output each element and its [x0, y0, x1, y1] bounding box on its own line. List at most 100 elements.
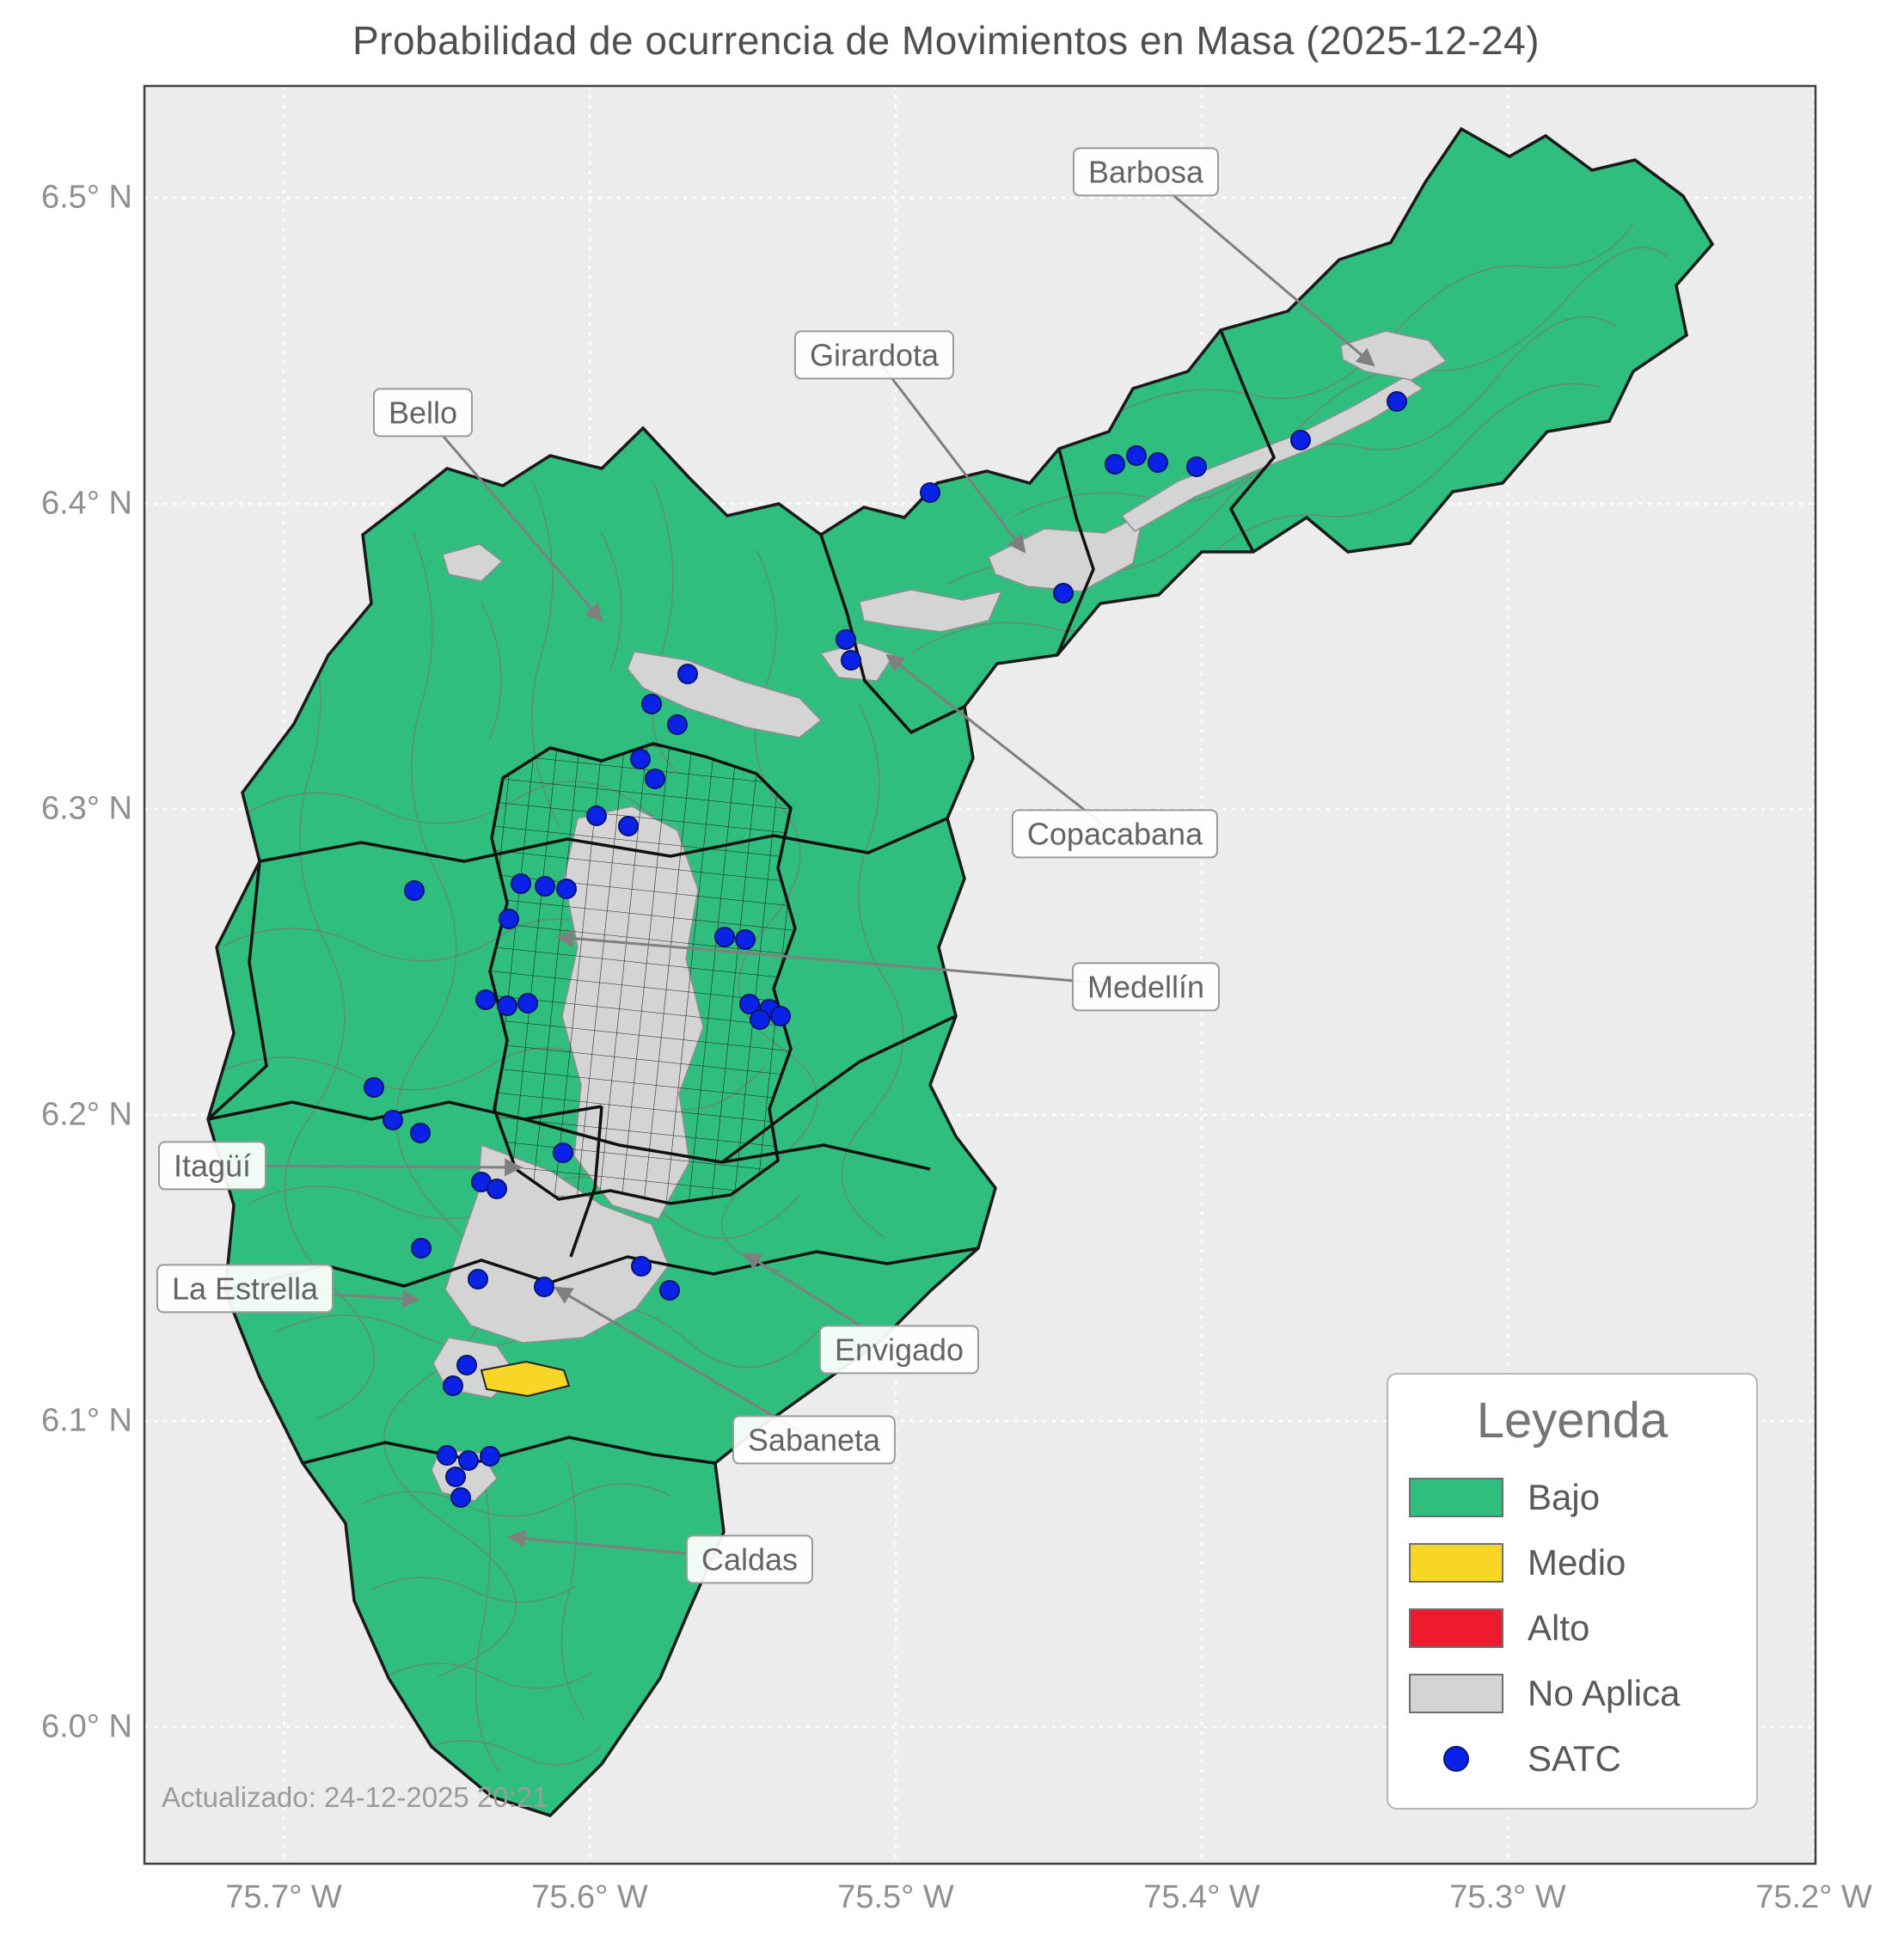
satc-point: [443, 1375, 463, 1396]
region-medio: [480, 1360, 571, 1398]
satc-point: [517, 993, 538, 1014]
municipal-boundaries: [208, 329, 1277, 1465]
satc-point: [667, 714, 688, 735]
annotation-arrow-girardota: [873, 354, 1026, 554]
satc-point: [618, 816, 639, 836]
satc-point: [920, 482, 940, 503]
satc-point: [739, 994, 760, 1014]
map-label-barbosa: Barbosa: [1072, 147, 1220, 197]
legend-item-label: SATC: [1528, 1738, 1621, 1779]
annotation-arrow-sabaneta: [554, 1286, 815, 1442]
satc-point: [458, 1450, 479, 1471]
satc-point: [499, 909, 519, 929]
satc-point: [383, 1110, 403, 1130]
annotation-arrow-medellin: [554, 929, 1147, 989]
valley-outline: [206, 126, 1715, 1817]
legend-item-label: Alto: [1528, 1608, 1590, 1648]
y-tick-label: 6.5° N: [40, 179, 132, 216]
satc-point: [497, 995, 517, 1016]
legend-color-swatch: [1409, 1478, 1503, 1517]
satc-point: [1186, 456, 1207, 477]
urban-core-grid: [488, 742, 797, 1205]
map-label-medellin: Medellín: [1071, 962, 1221, 1012]
legend-item-alto: Alto: [1409, 1596, 1736, 1661]
annotation-arrow-bello: [421, 412, 603, 622]
satc-point: [410, 1123, 431, 1143]
satc-point: [511, 873, 531, 894]
satc-point: [630, 749, 651, 769]
annotation-arrow-copacabana: [885, 653, 1116, 836]
satc-point: [841, 650, 861, 671]
map-label-itagui: Itagüí: [157, 1141, 267, 1191]
satc-point: [450, 1487, 471, 1508]
x-tick-label: 75.4° W: [1143, 1879, 1260, 1915]
x-tick-label: 75.6° W: [531, 1879, 648, 1915]
y-tick-label: 6.4° N: [40, 485, 132, 522]
satc-points: [364, 391, 1407, 1508]
satc-point: [1105, 454, 1125, 475]
satc-point: [770, 1006, 791, 1026]
no-aplica-area: [442, 543, 504, 582]
map-label-la-estrella: La Estrella: [156, 1264, 334, 1314]
satc-point: [437, 1445, 457, 1466]
satc-point: [750, 1009, 770, 1030]
legend-color-swatch: [1409, 1543, 1503, 1583]
satc-point: [556, 879, 577, 899]
satc-point: [836, 629, 856, 650]
map-label-girardota: Girardota: [793, 330, 955, 380]
x-tick-label: 75.7° W: [225, 1879, 342, 1915]
x-tick-label: 75.2° W: [1755, 1879, 1872, 1915]
satc-point: [468, 1269, 488, 1289]
y-tick-label: 6.2° N: [40, 1096, 132, 1133]
satc-point: [714, 927, 735, 947]
satc-point: [641, 694, 662, 714]
satc-point: [456, 1355, 477, 1375]
satc-point: [480, 1446, 500, 1467]
legend-items: Bajo Medio Alto No Aplica SATC: [1409, 1465, 1736, 1792]
legend-item-label: No Aplica: [1528, 1673, 1681, 1713]
satc-point: [487, 1179, 507, 1199]
satc-point: [535, 876, 555, 897]
legend-item-label: Medio: [1528, 1542, 1626, 1583]
satc-point: [735, 929, 756, 950]
x-tick-label: 75.3° W: [1449, 1879, 1566, 1915]
updated-timestamp: Actualizado: 24-12-2025 20:21: [162, 1781, 548, 1813]
legend-item-satc: SATC: [1409, 1726, 1736, 1792]
map-label-envigado: Envigado: [818, 1325, 980, 1375]
y-tick-label: 6.1° N: [40, 1402, 132, 1439]
map-label-sabaneta: Sabaneta: [732, 1415, 897, 1465]
map-label-copacabana: Copacabana: [1011, 809, 1219, 859]
satc-point: [475, 989, 496, 1010]
no-aplica-area: [988, 512, 1145, 592]
y-tick-label: 6.3° N: [40, 790, 132, 827]
satc-point: [553, 1142, 573, 1163]
satc-point: [445, 1467, 466, 1487]
satc-point: [645, 769, 665, 789]
no-aplica-area: [859, 589, 1003, 633]
aburra-valley-map: [206, 126, 1715, 1817]
satc-point: [1126, 445, 1147, 466]
figure-title: Probabilidad de ocurrencia de Movimiento…: [352, 18, 1540, 63]
satc-point: [1290, 430, 1311, 450]
satc-point: [1148, 452, 1168, 473]
legend: Leyenda Bajo Medio Alto No Aplica SATC: [1387, 1373, 1758, 1810]
satc-point: [364, 1077, 384, 1098]
legend-color-swatch: [1409, 1608, 1503, 1648]
map-label-bello: Bello: [372, 388, 474, 438]
x-tick-label: 75.5° W: [837, 1879, 954, 1915]
satc-point: [631, 1256, 652, 1277]
satc-point: [404, 880, 425, 901]
legend-color-swatch: [1409, 1674, 1503, 1713]
satc-point: [534, 1277, 554, 1297]
satc-point: [411, 1238, 432, 1259]
legend-item-label: Bajo: [1528, 1477, 1601, 1517]
legend-item-medio: Medio: [1409, 1530, 1736, 1596]
map-label-caldas: Caldas: [685, 1534, 814, 1584]
legend-dot-marker: [1443, 1746, 1469, 1772]
no-aplica-area: [627, 651, 823, 738]
legend-title: Leyenda: [1476, 1393, 1669, 1449]
legend-item-no-aplica: No Aplica: [1409, 1661, 1736, 1726]
satc-point: [1053, 583, 1074, 603]
